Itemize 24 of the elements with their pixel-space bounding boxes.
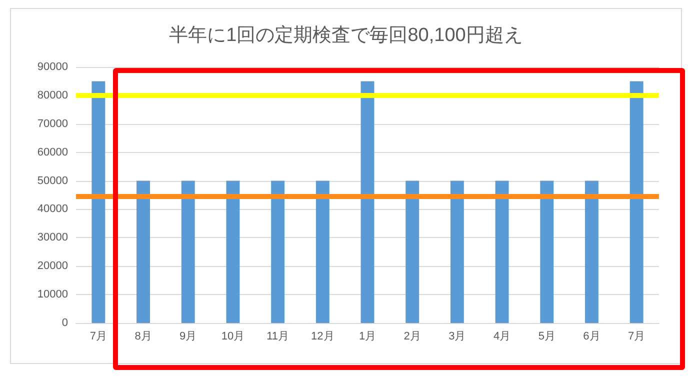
x-tick-label: 8月 <box>134 330 152 342</box>
x-tick-label: 4月 <box>493 330 511 342</box>
y-tick-label: 90000 <box>37 61 68 73</box>
x-tick-label: 1月 <box>358 330 376 342</box>
x-tick-label: 7月 <box>90 330 107 342</box>
y-tick-label: 30000 <box>37 232 68 244</box>
x-tick-label: 5月 <box>538 330 556 342</box>
y-tick-label: 20000 <box>37 260 68 272</box>
x-tick-label: 2月 <box>404 330 421 342</box>
x-tick-label: 11月 <box>266 330 290 342</box>
chart-title: 半年に1回の定期検査で毎回80,100円超え <box>169 24 523 46</box>
y-tick-label: 50000 <box>37 174 68 187</box>
x-tick-label: 12月 <box>311 330 334 342</box>
x-tick-label: 7月 <box>628 330 646 342</box>
y-tick-label: 0 <box>62 317 68 329</box>
y-tick-label: 80000 <box>37 89 68 102</box>
y-tick-label: 60000 <box>37 146 68 158</box>
y-tick-label: 10000 <box>37 288 68 301</box>
x-tick-label: 9月 <box>180 330 197 342</box>
x-tick-label: 3月 <box>448 330 466 342</box>
y-tick-label: 70000 <box>37 118 68 130</box>
y-tick-label: 40000 <box>37 203 68 216</box>
x-tick-label: 6月 <box>583 330 600 342</box>
x-tick-label: 10月 <box>221 330 245 342</box>
